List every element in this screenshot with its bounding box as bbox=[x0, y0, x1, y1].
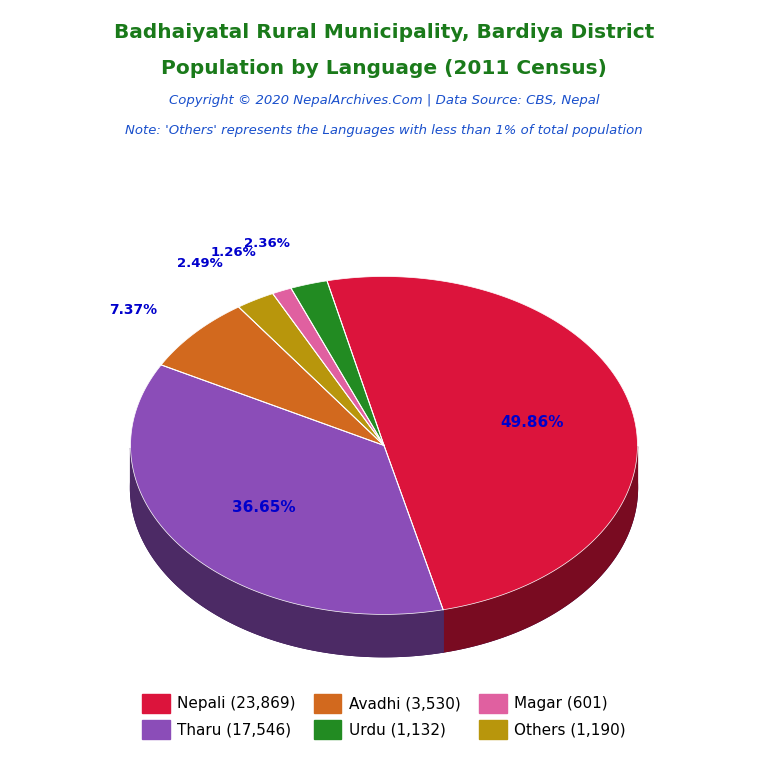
Polygon shape bbox=[273, 288, 384, 445]
Polygon shape bbox=[239, 293, 384, 445]
Polygon shape bbox=[131, 365, 443, 614]
Polygon shape bbox=[291, 281, 384, 445]
Text: 2.36%: 2.36% bbox=[244, 237, 290, 250]
Polygon shape bbox=[131, 319, 637, 657]
Legend: Nepali (23,869), Tharu (17,546), Avadhi (3,530), Urdu (1,132), Magar (601), Othe: Nepali (23,869), Tharu (17,546), Avadhi … bbox=[136, 688, 632, 745]
Polygon shape bbox=[131, 448, 443, 657]
Text: Copyright © 2020 NepalArchives.Com | Data Source: CBS, Nepal: Copyright © 2020 NepalArchives.Com | Dat… bbox=[169, 94, 599, 108]
Text: 2.49%: 2.49% bbox=[177, 257, 223, 270]
Text: Badhaiyatal Rural Municipality, Bardiya District: Badhaiyatal Rural Municipality, Bardiya … bbox=[114, 23, 654, 42]
Polygon shape bbox=[384, 445, 443, 652]
Text: Population by Language (2011 Census): Population by Language (2011 Census) bbox=[161, 59, 607, 78]
Text: 7.37%: 7.37% bbox=[109, 303, 157, 317]
Polygon shape bbox=[327, 276, 637, 610]
Polygon shape bbox=[161, 307, 384, 445]
Polygon shape bbox=[384, 445, 443, 652]
Polygon shape bbox=[443, 446, 637, 652]
Text: Note: 'Others' represents the Languages with less than 1% of total population: Note: 'Others' represents the Languages … bbox=[125, 124, 643, 137]
Text: 36.65%: 36.65% bbox=[232, 500, 295, 515]
Text: 1.26%: 1.26% bbox=[210, 246, 257, 259]
Text: 49.86%: 49.86% bbox=[500, 415, 564, 430]
